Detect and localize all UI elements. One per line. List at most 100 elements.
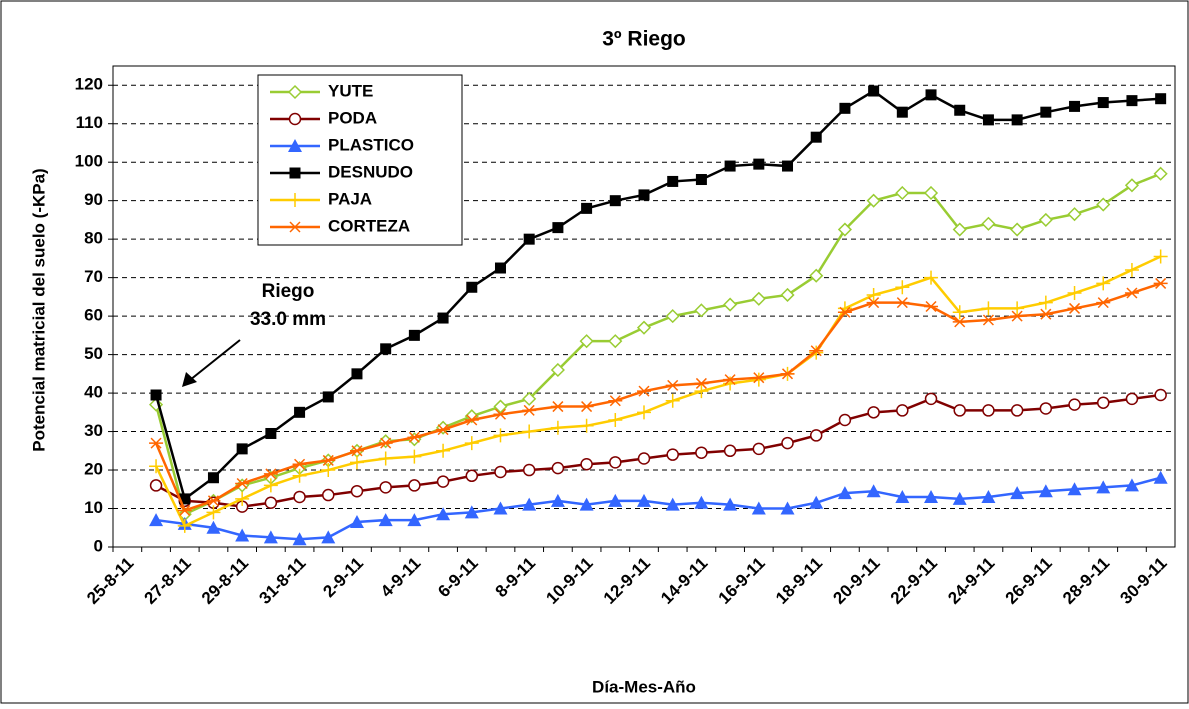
marker bbox=[781, 436, 794, 450]
marker bbox=[550, 420, 565, 435]
marker bbox=[723, 444, 737, 458]
plot-area bbox=[112, 65, 1176, 548]
marker bbox=[177, 518, 192, 533]
marker bbox=[1038, 484, 1053, 498]
marker bbox=[1010, 486, 1025, 500]
marker bbox=[923, 185, 939, 201]
marker bbox=[321, 530, 336, 544]
marker bbox=[809, 345, 824, 360]
marker bbox=[637, 385, 651, 397]
marker bbox=[1124, 478, 1139, 492]
marker bbox=[494, 465, 507, 479]
marker bbox=[895, 185, 910, 201]
marker bbox=[292, 468, 307, 483]
marker bbox=[981, 216, 996, 231]
marker bbox=[206, 505, 221, 520]
marker bbox=[982, 404, 995, 417]
marker bbox=[868, 85, 880, 97]
marker bbox=[149, 437, 164, 449]
marker bbox=[493, 501, 508, 515]
y-tick-label: 40 bbox=[84, 383, 103, 402]
marker bbox=[494, 262, 506, 274]
marker bbox=[981, 489, 996, 503]
marker bbox=[437, 312, 449, 324]
marker bbox=[895, 280, 910, 295]
marker bbox=[1067, 286, 1082, 301]
marker bbox=[349, 514, 364, 528]
marker bbox=[265, 427, 277, 439]
legend-label: YUTE bbox=[328, 81, 373, 100]
marker bbox=[288, 221, 302, 233]
annotation-arrowhead bbox=[182, 372, 197, 387]
marker bbox=[1039, 402, 1053, 415]
marker bbox=[1067, 207, 1082, 222]
marker bbox=[321, 463, 336, 478]
marker bbox=[351, 368, 363, 380]
marker bbox=[293, 490, 306, 504]
marker bbox=[408, 479, 421, 492]
marker bbox=[349, 455, 364, 470]
marker bbox=[895, 489, 910, 503]
marker bbox=[723, 374, 738, 386]
marker bbox=[866, 297, 881, 309]
marker bbox=[407, 513, 422, 527]
annotation-arrow bbox=[189, 339, 241, 381]
legend-label: PAJA bbox=[328, 189, 372, 208]
marker bbox=[1153, 470, 1168, 484]
marker bbox=[407, 431, 422, 443]
marker bbox=[322, 488, 335, 502]
marker bbox=[637, 452, 651, 465]
marker bbox=[206, 495, 221, 507]
marker bbox=[236, 443, 248, 455]
marker bbox=[464, 436, 479, 451]
marker bbox=[263, 530, 278, 544]
y-tick-label: 120 bbox=[75, 75, 103, 94]
marker bbox=[694, 495, 709, 509]
marker bbox=[1154, 388, 1167, 402]
marker bbox=[667, 175, 679, 187]
marker bbox=[694, 384, 709, 399]
marker bbox=[550, 362, 565, 378]
marker bbox=[149, 479, 163, 492]
marker bbox=[665, 393, 680, 408]
marker bbox=[752, 442, 766, 456]
marker bbox=[837, 306, 852, 318]
marker bbox=[551, 461, 565, 475]
marker bbox=[235, 477, 250, 490]
marker bbox=[288, 193, 302, 207]
marker bbox=[839, 102, 851, 114]
marker bbox=[1096, 480, 1111, 494]
marker bbox=[436, 507, 451, 521]
marker bbox=[608, 413, 623, 428]
marker bbox=[579, 418, 594, 433]
marker bbox=[579, 497, 594, 511]
marker bbox=[1124, 178, 1140, 193]
legend-label: DESNUDO bbox=[328, 162, 413, 181]
marker bbox=[349, 445, 364, 457]
marker bbox=[953, 404, 966, 417]
marker bbox=[694, 377, 709, 389]
marker bbox=[838, 413, 852, 427]
marker bbox=[952, 222, 967, 237]
y-tick-label: 30 bbox=[84, 421, 103, 440]
marker bbox=[288, 139, 302, 152]
marker bbox=[522, 463, 536, 477]
y-tick-label: 20 bbox=[84, 460, 103, 479]
marker bbox=[1010, 310, 1025, 322]
marker bbox=[981, 314, 996, 326]
marker bbox=[1040, 106, 1052, 118]
marker bbox=[289, 167, 301, 179]
marker bbox=[665, 309, 680, 324]
marker bbox=[1010, 301, 1025, 316]
marker bbox=[809, 345, 824, 357]
marker bbox=[436, 475, 450, 488]
marker bbox=[954, 104, 966, 116]
annotation: Riego bbox=[262, 281, 315, 302]
marker bbox=[694, 303, 709, 318]
marker bbox=[350, 484, 364, 498]
marker bbox=[695, 174, 707, 186]
marker bbox=[1124, 262, 1139, 277]
marker bbox=[552, 222, 564, 234]
marker bbox=[1096, 297, 1111, 309]
marker bbox=[636, 320, 652, 335]
